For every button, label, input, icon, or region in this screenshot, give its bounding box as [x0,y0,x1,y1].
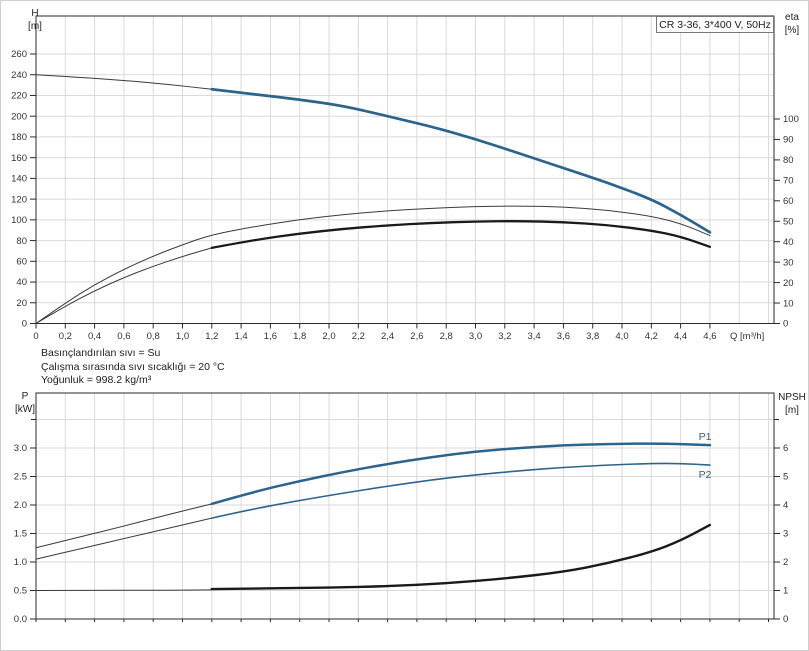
svg-text:2.5: 2.5 [14,472,27,483]
h-axis-label: H [m] [28,8,42,32]
svg-text:3,2: 3,2 [498,331,511,342]
svg-text:0,2: 0,2 [59,331,72,342]
q-axis-label: Q [m³/h] [730,331,765,342]
svg-text:2,2: 2,2 [352,331,365,342]
svg-text:80: 80 [16,236,27,247]
svg-text:80: 80 [783,155,794,166]
svg-text:20: 20 [16,298,27,309]
svg-text:3.0: 3.0 [14,443,27,454]
svg-text:90: 90 [783,135,794,146]
svg-text:10: 10 [783,298,794,309]
svg-text:0,6: 0,6 [117,331,130,342]
svg-text:1.5: 1.5 [14,529,27,540]
svg-text:2,8: 2,8 [440,331,453,342]
p-npsh-chart: 0.0 0.5 1.0 1.5 2.0 2.5 3.0 0 1 2 3 4 5 6 P1 P2 [14,392,788,625]
svg-text:40: 40 [783,237,794,248]
svg-text:50: 50 [783,216,794,227]
svg-text:0,8: 0,8 [147,331,160,342]
p2-curve-blue [211,462,711,519]
liquid-info-block: Basınçlandırılan sıvı = Su Çalışma sıras… [41,347,225,388]
npsh-curve-thick [210,523,712,591]
svg-text:0: 0 [783,319,788,330]
svg-text:20: 20 [783,278,794,289]
npsh-axis-label: NPSH [m] [778,392,806,416]
pump-title-box: CR 3-36, 3*400 V, 50Hz [656,16,774,33]
svg-text:60: 60 [16,257,27,268]
svg-text:1,6: 1,6 [264,331,277,342]
svg-text:120: 120 [11,194,27,205]
curve-label-p2: P2 [699,469,712,481]
svg-text:100: 100 [11,215,27,226]
svg-text:40: 40 [16,277,27,288]
svg-text:4,4: 4,4 [674,331,687,342]
svg-text:6: 6 [783,443,788,454]
svg-text:0.0: 0.0 [14,614,27,625]
svg-text:4,2: 4,2 [645,331,658,342]
head-duty-curve-blue [210,87,712,234]
eta-pump-thin [35,205,711,324]
curve-label-p1: P1 [699,431,712,443]
info-line-density: Yoğunluk = 998.2 kg/m³ [41,374,152,386]
svg-text:0.5: 0.5 [14,586,27,597]
p2-extension-thin [35,517,213,560]
svg-text:2,6: 2,6 [410,331,423,342]
svg-text:240: 240 [11,70,27,81]
svg-text:260: 260 [11,49,27,60]
hq-eta-chart: 0204060801001201401601802002202402600102… [11,15,799,342]
svg-text:3,8: 3,8 [586,331,599,342]
svg-text:0: 0 [33,331,38,342]
svg-text:2,0: 2,0 [322,331,335,342]
p1-extension-thin [35,503,213,549]
svg-text:5: 5 [783,472,788,483]
svg-text:3: 3 [783,529,788,540]
svg-text:180: 180 [11,132,27,143]
info-line-temperature: Çalışma sırasında sıvı sıcaklığı = 20 °C [41,360,225,373]
npsh-extension-thin [35,589,213,591]
p1-curve-blue [210,442,712,506]
svg-text:4,0: 4,0 [615,331,628,342]
eta-duty-thick [210,220,712,249]
eta-extension-thin [35,247,213,324]
svg-text:160: 160 [11,153,27,164]
svg-text:1,0: 1,0 [176,331,189,342]
svg-text:2.0: 2.0 [14,500,27,511]
svg-text:4,6: 4,6 [703,331,716,342]
p-axis-label: P [kW] [15,391,35,415]
svg-text:1.0: 1.0 [14,557,27,568]
svg-text:0: 0 [783,614,788,625]
svg-text:3,6: 3,6 [557,331,570,342]
eta-axis-label: eta [%] [784,12,800,36]
info-line-liquid: Basınçlandırılan sıvı = Su [41,347,161,359]
svg-text:3,4: 3,4 [527,331,540,342]
svg-text:30: 30 [783,257,794,268]
svg-text:1,8: 1,8 [293,331,306,342]
svg-text:200: 200 [11,111,27,122]
svg-text:4: 4 [783,500,788,511]
svg-text:0,4: 0,4 [88,331,101,342]
svg-text:1,4: 1,4 [234,331,247,342]
svg-text:60: 60 [783,196,794,207]
svg-text:2: 2 [783,557,788,568]
svg-text:1,2: 1,2 [205,331,218,342]
svg-text:220: 220 [11,91,27,102]
head-curve-full-range-thin [35,74,213,90]
svg-text:1: 1 [783,586,788,597]
svg-text:0: 0 [22,319,27,330]
svg-text:70: 70 [783,176,794,187]
svg-text:140: 140 [11,174,27,185]
svg-text:3,0: 3,0 [469,331,482,342]
svg-text:2,4: 2,4 [381,331,394,342]
svg-text:100: 100 [783,114,799,125]
